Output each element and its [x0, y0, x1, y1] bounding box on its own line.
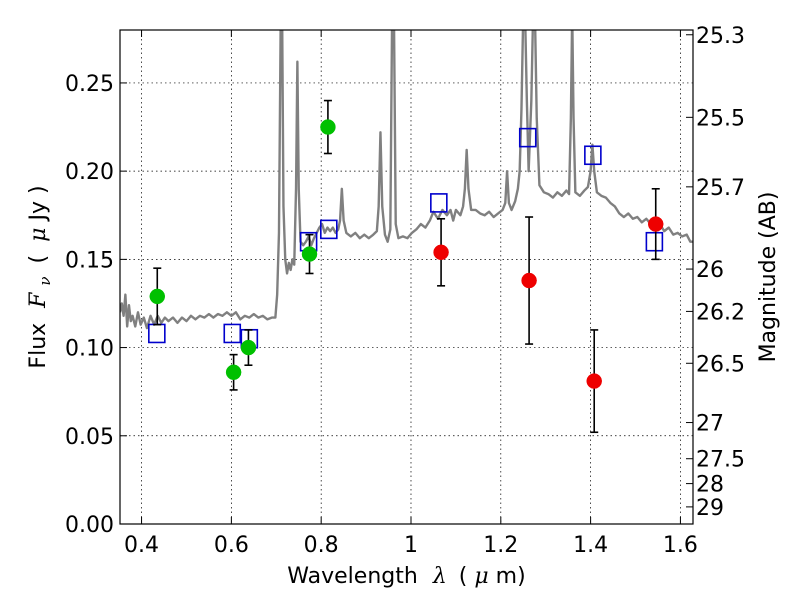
x-axis-label-symbol: λ	[432, 564, 447, 589]
y2-tick-label-8: 28	[696, 473, 724, 498]
y-axis-label-prefix: Flux	[26, 323, 51, 369]
x-axis-label-prefix: Wavelength	[287, 564, 418, 589]
y2-tick-label-4: 26.2	[696, 300, 745, 325]
green-data-point-0	[149, 288, 166, 305]
green-data-point-3	[301, 246, 318, 262]
x-tick-label-1: 0.6	[214, 533, 249, 558]
y2-tick-label-1: 25.5	[696, 106, 745, 131]
x-tick-label-3: 1	[404, 533, 418, 558]
model-photometry-square-1	[223, 323, 242, 344]
x-axis-label-unit-open: (	[459, 564, 468, 589]
red-data-point-2	[586, 373, 602, 389]
y2-tick-label-6: 27	[696, 412, 724, 437]
y-tick-label-0: 0.00	[65, 513, 114, 538]
y2-tick-label-5: 26.5	[696, 352, 745, 377]
y-tick-label-5: 0.25	[65, 72, 114, 97]
x-axis-label-unit-rest: m)	[496, 564, 526, 589]
y-axis-label-subscript: ν	[36, 276, 54, 285]
y2-tick-label-3: 26	[696, 258, 724, 283]
model-photometry-square-8	[645, 231, 664, 252]
model-photometry-square-6	[518, 127, 537, 148]
red-data-point-3	[647, 216, 664, 232]
green-data-point-1	[225, 364, 242, 381]
y-tick-label-3: 0.15	[65, 248, 114, 273]
plot-area	[120, 30, 693, 434]
x-tick-label-6: 1.6	[663, 533, 698, 558]
y2-axis-label: Magnitude (AB)	[756, 192, 781, 363]
model-photometry-square-7	[584, 145, 602, 166]
y-tick-label-2: 0.10	[65, 337, 114, 362]
y2-tick-label-2: 25.7	[696, 176, 745, 201]
y-axis-label-unit-open: (	[26, 255, 51, 264]
red-data-point-0	[433, 244, 449, 261]
green-data-point-2	[240, 339, 257, 356]
model-photometry-square-4	[320, 219, 338, 240]
x-tick-label-5: 1.4	[573, 533, 608, 558]
y2-tick-label-0: 25.3	[696, 24, 745, 49]
x-axis-label-unit-mu: μ	[474, 564, 488, 589]
green-data-point-4	[320, 119, 336, 135]
y-tick-label-4: 0.20	[65, 160, 114, 185]
y-tick-label-1: 0.05	[65, 425, 114, 450]
plot-frame	[119, 29, 694, 525]
y2-tick-label-7: 27.5	[696, 448, 745, 473]
model-spectrum-line	[120, 30, 693, 330]
y-axis-label-symbol: F	[26, 292, 51, 309]
y-axis-label-unit-rest: Jy )	[26, 185, 51, 222]
x-tick-label-4: 1.2	[483, 533, 518, 558]
y2-tick-label-9: 29	[696, 496, 724, 521]
y-axis-label: Flux F ν ( μ Jy )	[26, 185, 56, 368]
axis-ticks: 0.4 0.6 0.8 1 1.2 1.4 1.6 0.00 0.05 0.10 0.15 0.20 0…	[65, 24, 745, 558]
y-axis-label-unit-mu: μ	[26, 228, 51, 242]
x-axis-label: Wavelength λ ( μ m)	[287, 564, 525, 589]
red-data-point-1	[521, 272, 537, 289]
x-tick-label-0: 0.4	[124, 533, 159, 558]
model-photometry-square-5	[430, 193, 448, 213]
x-tick-label-2: 0.8	[304, 533, 339, 558]
